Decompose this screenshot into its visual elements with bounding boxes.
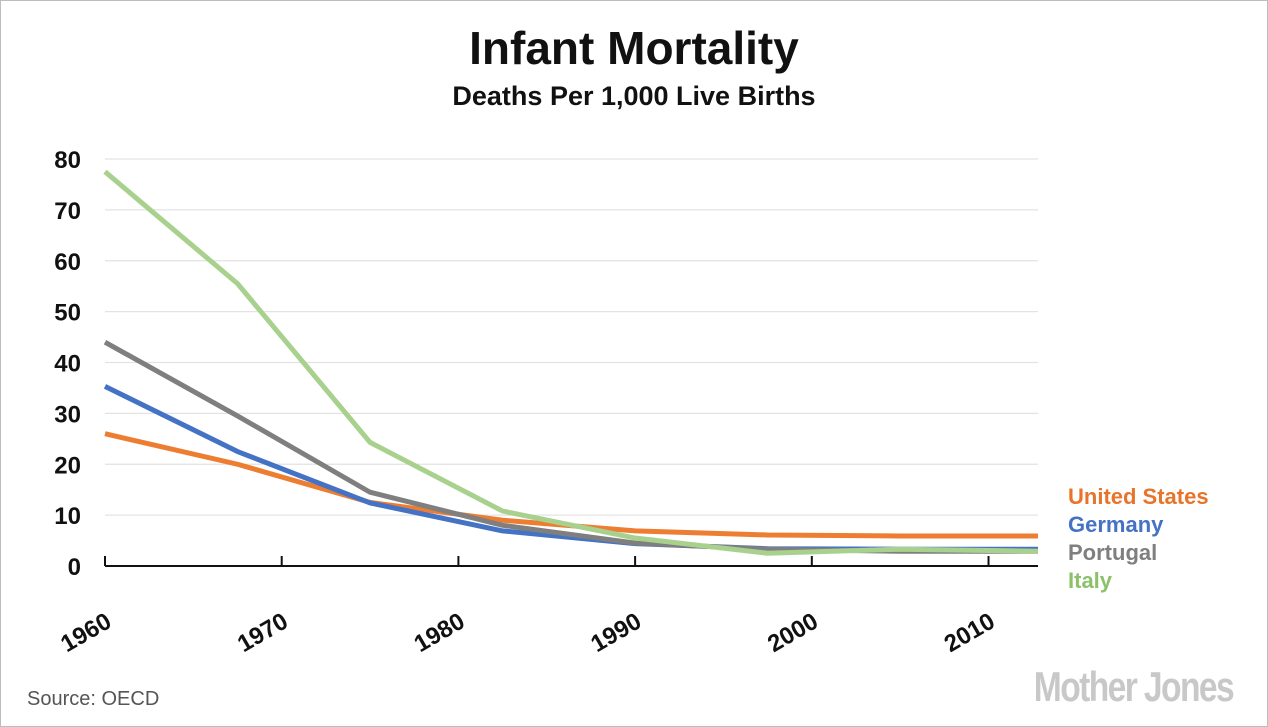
x-tick-label: 1970 <box>233 608 293 658</box>
x-tick-label: 1980 <box>410 608 470 658</box>
legend-italy: Italy <box>1068 568 1113 593</box>
y-tick-label: 80 <box>54 147 81 174</box>
legend-germany: Germany <box>1068 512 1164 537</box>
x-tick-label: 1990 <box>586 608 646 658</box>
x-tick-label: 2000 <box>763 608 823 658</box>
series-line-united-states <box>104 431 1038 539</box>
chart-title: Infant Mortality <box>469 22 799 74</box>
y-tick-label: 50 <box>54 300 81 327</box>
legend-portugal: Portugal <box>1068 540 1157 565</box>
y-tick-label: 0 <box>68 554 81 581</box>
series-line-italy <box>103 169 1039 556</box>
mother-jones-logo: Mother Jones <box>1033 663 1235 710</box>
x-tick-label: 1960 <box>56 608 116 658</box>
chart-subtitle: Deaths Per 1,000 Live Births <box>452 81 816 111</box>
y-tick-label: 10 <box>54 503 81 530</box>
source-note: Source: OECD <box>27 688 160 710</box>
y-tick-label: 70 <box>54 198 81 225</box>
x-tick-label: 2010 <box>940 608 1000 658</box>
y-tick-label: 20 <box>54 452 81 479</box>
y-tick-label: 60 <box>54 249 81 276</box>
y-tick-label: 40 <box>54 351 81 378</box>
y-tick-label: 30 <box>54 401 81 428</box>
legend-united-states: United States <box>1068 484 1209 509</box>
series-line-portugal <box>103 339 1038 554</box>
